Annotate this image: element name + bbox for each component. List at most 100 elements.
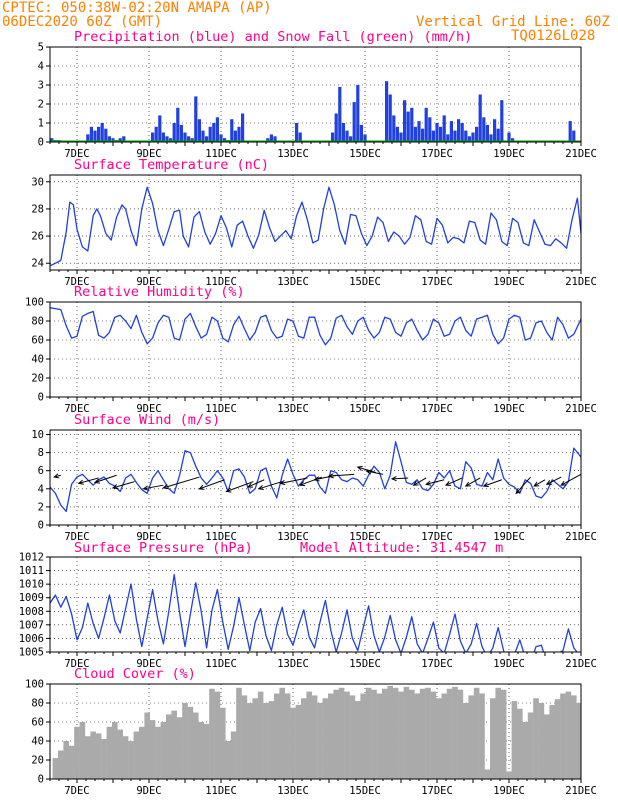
wind-arrow (445, 477, 463, 486)
cloud-bar (479, 693, 485, 779)
cloud-bar (230, 731, 237, 779)
cloud-bar (149, 720, 156, 779)
precip-panel: 0 1 2 3 4 5 7DEC 9DEC 11DEC 13DEC 15DEC 17DEC 19DEC 2… (38, 42, 597, 161)
precip-bar (449, 121, 453, 142)
temp-panel: 24 26 28 30 7DEC 9DEC 11DEC 13DEC 15DEC 17DEC 19DE… (31, 174, 597, 288)
precip-bar (359, 124, 363, 142)
cloud-bar (160, 722, 167, 779)
precip-bar (395, 126, 399, 142)
cloud-ytick-label: 60 (31, 717, 44, 729)
wind-ytick-label: 8 (38, 447, 44, 459)
precip-bar (439, 126, 443, 142)
precip-bar (223, 138, 227, 142)
cloud-bar (463, 703, 469, 779)
precip-xtick-label: 11DEC (205, 148, 237, 160)
pressure-line (50, 573, 578, 652)
precip-bar (435, 123, 439, 142)
wind-arrows (53, 465, 582, 495)
pressure-xtick-label: 17DEC (421, 658, 453, 670)
cloud-bar (554, 699, 561, 779)
rh-title: Relative Humidity (%) (74, 284, 245, 300)
precip-xtick-label: 7DEC (64, 148, 89, 160)
pressure-ytick-label: 1011 (19, 565, 44, 577)
rh-line (50, 307, 581, 346)
precip-bar (496, 128, 500, 142)
rh-ytick-label: 100 (25, 297, 44, 309)
cloud-bar (533, 698, 539, 779)
rh-ytick-label: 0 (38, 392, 44, 404)
precip-bar (467, 136, 471, 142)
precip-ytick-label: 0 (38, 137, 44, 149)
cloud-bar (182, 703, 188, 779)
precip-bar (511, 138, 515, 142)
precip-bar (118, 138, 122, 142)
precip-title: Precipitation (blue) and Snow Fall (gree… (74, 29, 472, 45)
precip-bar (385, 81, 389, 142)
cloud-bar (419, 688, 426, 779)
cloud-bar (176, 717, 183, 779)
precip-bar (334, 113, 338, 142)
precip-bar (363, 134, 367, 142)
precip-bar (89, 126, 93, 142)
precip-xtick-label: 13DEC (277, 148, 309, 160)
cloud-bar (279, 687, 285, 779)
wind-arrow-head (560, 480, 567, 486)
wind-arrow (515, 476, 531, 494)
precip-ytick-label: 2 (38, 99, 44, 111)
precip-data (50, 81, 581, 142)
rh-xtick-label: 9DEC (136, 403, 161, 415)
cloud-bar (117, 729, 123, 779)
cloud-bar (311, 695, 318, 779)
wind-arrow-head (365, 469, 372, 475)
cloud-bar (398, 691, 404, 779)
wind-data (50, 441, 581, 513)
rh-frame (49, 301, 582, 398)
cloud-bar (484, 769, 491, 779)
wind-arrow (199, 479, 225, 490)
wind-arrow-head (162, 484, 169, 490)
cloud-bar (155, 726, 161, 779)
precip-bar (403, 100, 407, 142)
cloud-bar (436, 698, 442, 779)
wind-arrow (560, 473, 582, 486)
wind-arrow (143, 484, 164, 490)
wind-arrow-head (482, 482, 489, 488)
cloud-bar (106, 726, 113, 779)
temp-ytick-label: 28 (31, 203, 44, 215)
temp-xtick-label: 7DEC (64, 276, 89, 288)
wind-ytick-label: 0 (38, 520, 44, 532)
precip-bar (201, 130, 205, 142)
precip-bar (341, 123, 345, 142)
pressure-xtick-label: 13DEC (277, 658, 309, 670)
cloud-xtick-label: 9DEC (136, 785, 161, 797)
rh-xtick-label: 15DEC (349, 403, 381, 415)
rh-ytick-label: 40 (31, 354, 44, 366)
wind-ytick-label: 10 (31, 429, 44, 441)
precip-bar (331, 132, 335, 142)
cloud-data (52, 685, 581, 779)
precip-bar (428, 117, 432, 142)
cloud-bar (241, 695, 248, 779)
precip-bar (172, 123, 176, 142)
precip-bar (471, 132, 475, 142)
cloud-bar (101, 739, 107, 779)
cloud-xtick-label: 21DEC (565, 785, 597, 797)
precip-bar (266, 138, 270, 142)
wind-arrow-head (515, 488, 522, 495)
precip-bar (194, 96, 198, 142)
wind-arrow (112, 481, 135, 489)
precip-bar (269, 134, 273, 142)
wind-arrow (391, 477, 409, 480)
wind-arrow (78, 477, 99, 484)
header-grid-note: Vertical Grid Line: 60Z (416, 14, 610, 30)
precip-bar (215, 117, 219, 142)
precip-bar (187, 136, 191, 142)
cloud-bar (403, 686, 410, 779)
wind-arrow (163, 476, 200, 489)
rh-data (50, 307, 581, 346)
cloud-title: Cloud Cover (%) (74, 666, 196, 682)
precip-bar (453, 130, 457, 142)
precip-bar (352, 102, 356, 142)
precip-bar (568, 121, 572, 142)
